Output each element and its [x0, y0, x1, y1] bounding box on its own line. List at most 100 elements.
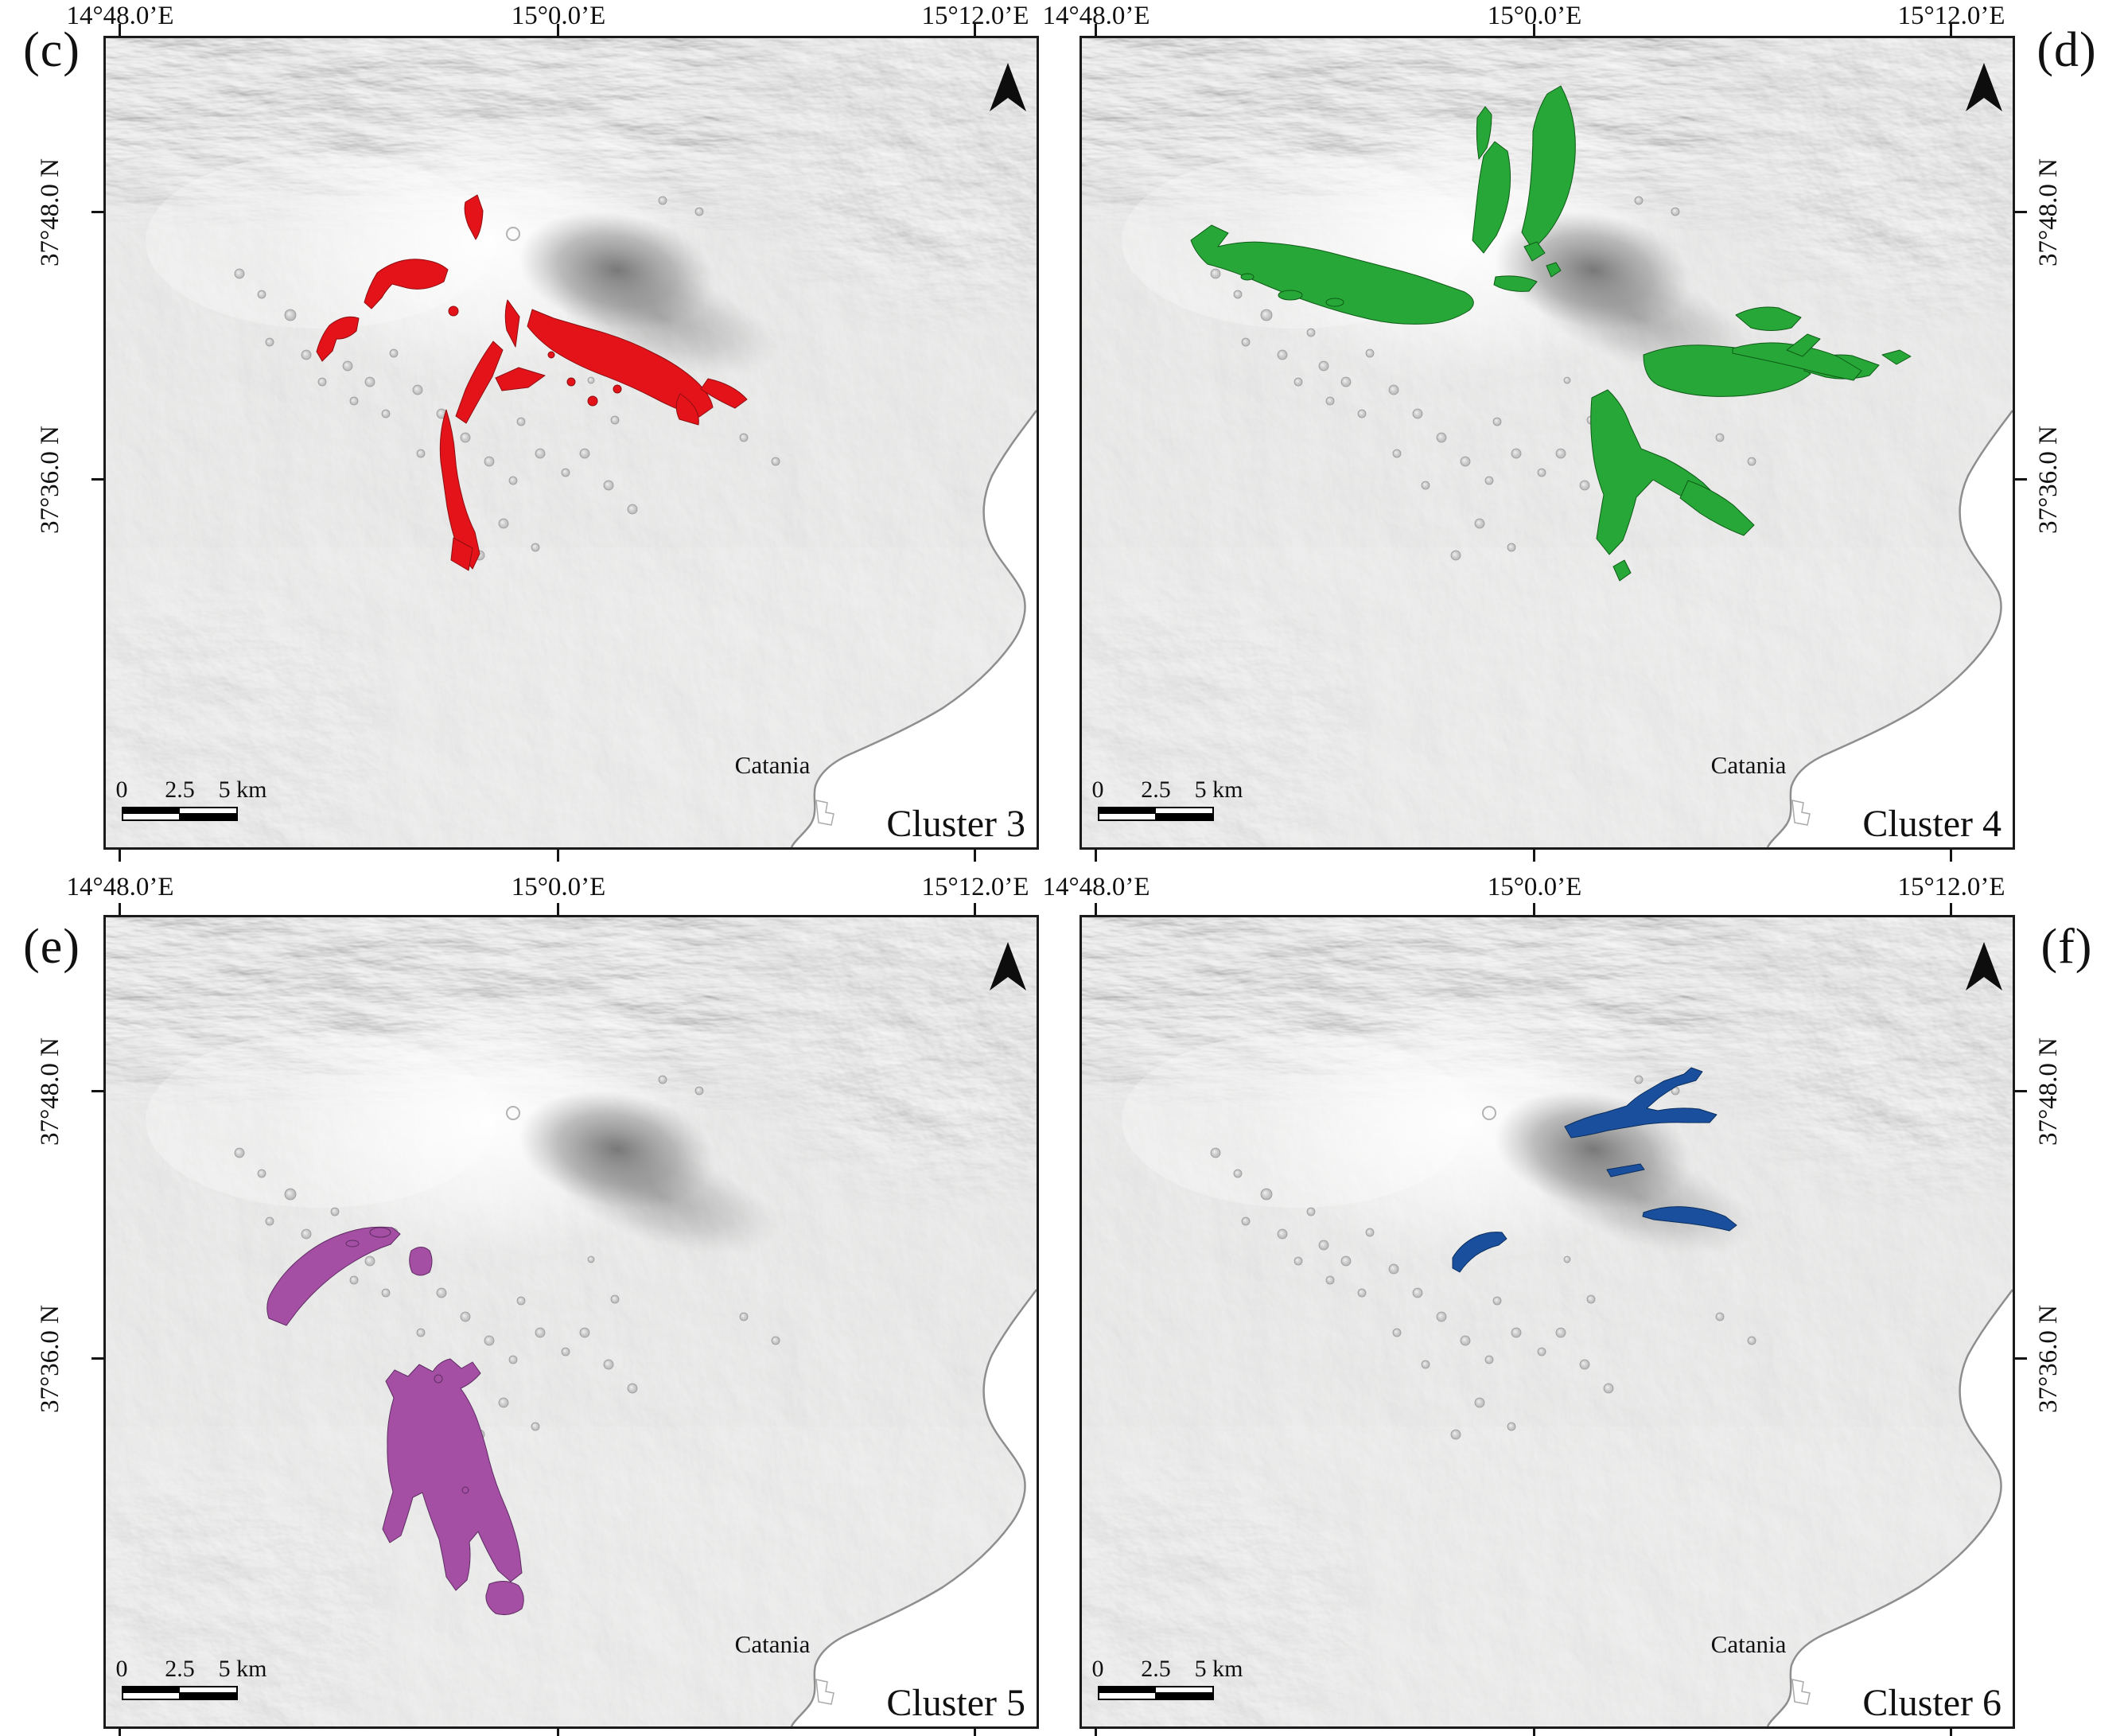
lon-label: 14°48.0’E	[1042, 873, 1150, 901]
lon-label: 14°48.0’E	[1042, 2, 1150, 30]
lon-tick	[557, 24, 559, 37]
scale-mid-label: 2.5	[165, 777, 195, 803]
cluster-label: Cluster 5	[886, 1682, 1025, 1724]
lat-label: 37°48.0 N	[2034, 158, 2063, 267]
lat-label: 37°36.0 N	[36, 425, 64, 535]
city-label-catania: Catania	[1710, 751, 1787, 779]
panel-letter: (f)	[2040, 920, 2093, 974]
scale-mid-label: 2.5	[1141, 1656, 1171, 1682]
lat-label: 37°36.0 N	[2034, 425, 2063, 535]
lon-tick	[1533, 849, 1535, 862]
lon-tick	[1950, 849, 1952, 862]
lon-tick	[1950, 903, 1952, 916]
map-panel-f: 0 2.5 5 km Catania Cluster 6 (f) 14°48.0…	[1042, 873, 2091, 1736]
lat-tick	[2014, 1090, 2027, 1092]
scale-bar-graphic	[122, 807, 238, 821]
lat-tick	[91, 211, 104, 213]
lava-flows-cluster3	[316, 194, 748, 571]
lon-tick	[557, 1728, 559, 1736]
lon-label: 15°0.0’E	[1487, 873, 1582, 901]
panel-letter: (e)	[23, 920, 80, 974]
scale-bar: 0 2.5 5 km	[116, 777, 267, 821]
lat-tick	[91, 1357, 104, 1360]
lat-label: 37°48.0 N	[36, 158, 64, 267]
scale-bar: 0 2.5 5 km	[1092, 777, 1243, 821]
lon-tick	[119, 1728, 121, 1736]
hillshade-map-etna	[106, 917, 1037, 1726]
cluster-label: Cluster 3	[886, 803, 1025, 845]
lon-tick	[1950, 24, 1952, 37]
lon-tick	[1095, 1728, 1097, 1736]
lon-tick	[974, 903, 976, 916]
lon-tick	[1095, 849, 1097, 862]
scale-zero-label: 0	[1091, 777, 1104, 803]
scale-mid-label: 2.5	[1141, 777, 1171, 803]
north-arrow-icon	[990, 942, 1026, 991]
lat-tick	[91, 1090, 104, 1092]
lava-flows-cluster4	[1190, 85, 1912, 582]
lat-label: 37°36.0 N	[36, 1304, 64, 1414]
lon-label: 15°0.0’E	[511, 2, 606, 30]
north-arrow-icon	[1966, 63, 2002, 111]
scale-zero-label: 0	[115, 1656, 128, 1682]
lon-tick	[1095, 24, 1097, 37]
city-label-catania: Catania	[734, 1630, 811, 1658]
hillshade-map-etna	[1082, 917, 2013, 1726]
hillshade-map-etna	[106, 38, 1037, 847]
lon-tick	[1095, 903, 1097, 916]
lat-tick	[2014, 1357, 2027, 1360]
lon-tick	[119, 903, 121, 916]
city-label-catania: Catania	[1710, 1630, 1787, 1658]
north-arrow-icon	[990, 63, 1026, 111]
lon-tick	[974, 24, 976, 37]
lat-label: 37°48.0 N	[36, 1037, 64, 1146]
lon-label: 15°12.0’E	[921, 873, 1029, 901]
scale-bar: 0 2.5 5 km	[116, 1656, 267, 1700]
lon-tick	[974, 849, 976, 862]
scale-bar-graphic	[1098, 807, 1214, 821]
scale-end-label: 5 km	[1194, 1656, 1243, 1682]
lat-tick	[2014, 478, 2027, 481]
scale-zero-label: 0	[1091, 1656, 1104, 1682]
scale-end-label: 5 km	[1194, 777, 1243, 803]
lon-label: 14°48.0’E	[66, 873, 174, 901]
scale-bar-graphic	[122, 1686, 238, 1700]
lon-label: 15°12.0’E	[1897, 873, 2005, 901]
scale-end-label: 5 km	[218, 777, 267, 803]
lon-label: 15°12.0’E	[921, 2, 1029, 30]
map-panel-c: 0 2.5 5 km Catania Cluster 3 (c) 14°48.0…	[23, 2, 1039, 862]
lava-flows-cluster6	[1452, 1067, 1737, 1273]
lon-tick	[1533, 24, 1535, 37]
lon-label: 15°0.0’E	[1487, 2, 1582, 30]
lon-label: 15°12.0’E	[1897, 2, 2005, 30]
scale-bar-graphic	[1098, 1686, 1214, 1700]
lat-tick	[91, 478, 104, 481]
lon-tick	[557, 903, 559, 916]
lon-label: 14°48.0’E	[66, 2, 174, 30]
lat-label: 37°36.0 N	[2034, 1304, 2063, 1414]
panel-letter: (d)	[2036, 23, 2097, 77]
panel-letter: (c)	[23, 23, 80, 77]
lon-label: 15°0.0’E	[511, 873, 606, 901]
lon-tick	[557, 849, 559, 862]
lon-tick	[1533, 903, 1535, 916]
scale-end-label: 5 km	[218, 1656, 267, 1682]
lon-tick	[974, 1728, 976, 1736]
lat-tick	[2014, 211, 2027, 213]
map-panel-d: 0 2.5 5 km Catania Cluster 4 (d) 14°48.0…	[1042, 2, 2096, 862]
city-label-catania: Catania	[734, 751, 811, 779]
lon-tick	[119, 24, 121, 37]
lon-tick	[1533, 1728, 1535, 1736]
scale-zero-label: 0	[115, 777, 128, 803]
lon-tick	[1950, 1728, 1952, 1736]
lon-tick	[119, 849, 121, 862]
cluster-label: Cluster 4	[1862, 803, 2001, 845]
hillshade-map-etna	[1082, 38, 2013, 847]
lava-flows-cluster5	[266, 1226, 524, 1615]
map-panel-e: 0 2.5 5 km Catania Cluster 5 (e) 14°48.0…	[23, 873, 1039, 1736]
scale-bar: 0 2.5 5 km	[1092, 1656, 1243, 1700]
cluster-label: Cluster 6	[1862, 1682, 2001, 1724]
north-arrow-icon	[1966, 942, 2002, 991]
lat-label: 37°48.0 N	[2034, 1037, 2063, 1146]
